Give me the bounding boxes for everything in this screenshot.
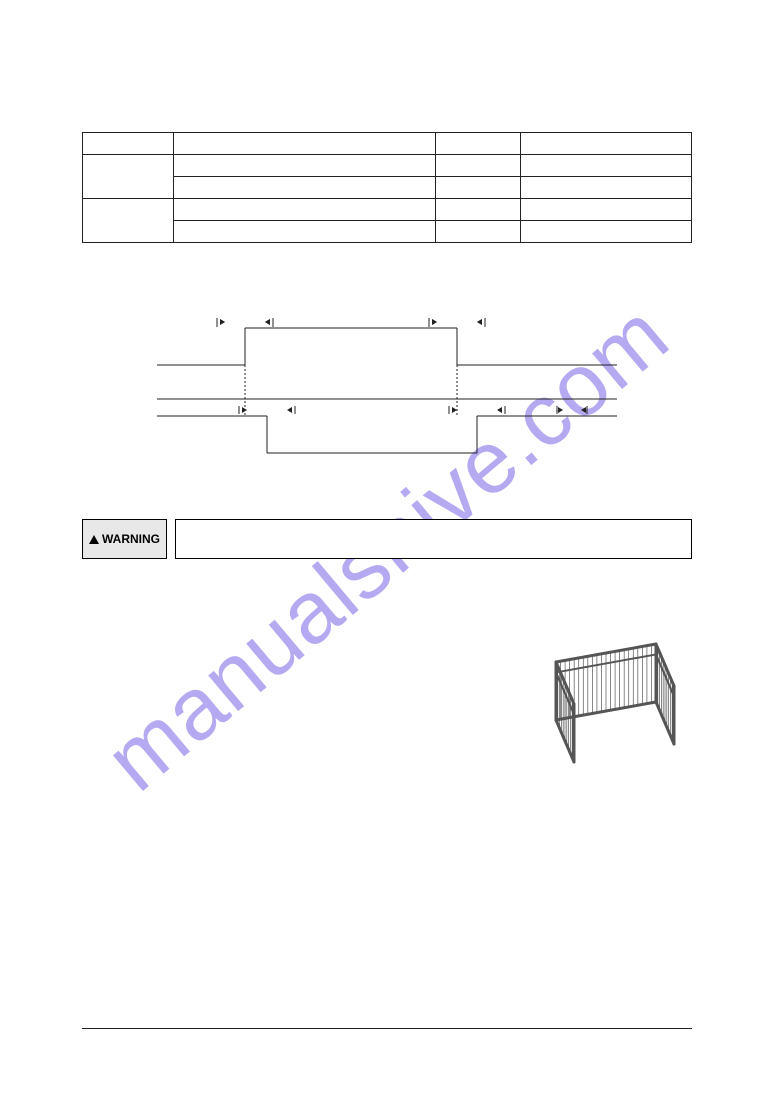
cell (521, 155, 692, 177)
warning-label: WARNING (102, 532, 160, 546)
warning-message-box (175, 519, 692, 559)
page-content: WARNING (0, 0, 774, 599)
table-row (83, 177, 692, 199)
timing-diagram (157, 313, 617, 473)
cell (436, 133, 521, 155)
cell (83, 133, 174, 155)
cell (521, 221, 692, 243)
table-row (83, 199, 692, 221)
cell (521, 133, 692, 155)
cell (521, 177, 692, 199)
table-row (83, 133, 692, 155)
cell (436, 199, 521, 221)
table-row (83, 221, 692, 243)
cell (436, 177, 521, 199)
guard-fence-illustration (528, 632, 678, 777)
warning-badge: WARNING (82, 519, 167, 559)
cell (436, 221, 521, 243)
cell (174, 177, 436, 199)
table-row (83, 155, 692, 177)
cell (83, 199, 174, 243)
cell (436, 155, 521, 177)
cell (521, 199, 692, 221)
footer-divider (82, 1028, 692, 1029)
cell (174, 199, 436, 221)
warning-triangle-icon (89, 535, 99, 544)
cell (174, 155, 436, 177)
cell (174, 221, 436, 243)
cell (174, 133, 436, 155)
warning-row: WARNING (82, 519, 692, 559)
spec-table (82, 132, 692, 243)
cell (83, 155, 174, 199)
